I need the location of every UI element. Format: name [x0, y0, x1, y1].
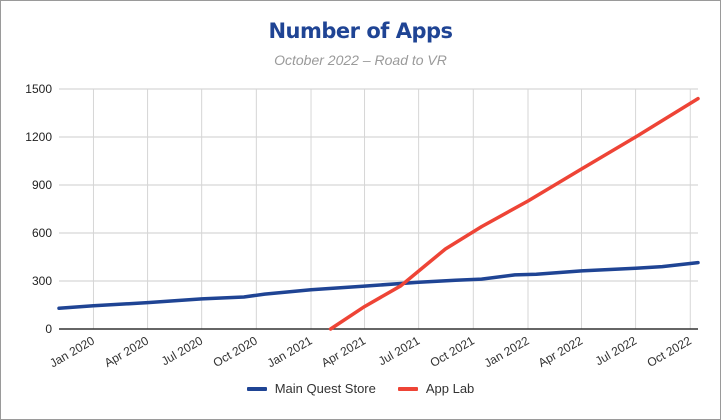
x-tick-label: Jul 2020	[159, 333, 206, 368]
legend-swatch	[246, 386, 267, 391]
chart-subtitle: October 2022 – Road to VR	[274, 52, 447, 68]
legend: Main Quest Store App Lab	[0, 381, 721, 396]
legend-item-app-lab: App Lab	[397, 381, 475, 396]
legend-label: App Lab	[425, 381, 475, 396]
y-tick-label: 600	[32, 226, 52, 240]
x-tick-label: Oct 2022	[645, 333, 694, 370]
x-tick-label: Jan 2022	[482, 333, 532, 370]
x-tick-label: Oct 2020	[211, 333, 260, 370]
chart-title: Number of Apps	[268, 19, 453, 43]
legend-item-main-quest-store: Main Quest Store	[246, 381, 376, 396]
x-tick-label: Jul 2021	[376, 333, 423, 368]
y-tick-label: 300	[32, 274, 52, 288]
y-tick-label: 1500	[25, 82, 52, 96]
x-tick-label: Jan 2020	[47, 333, 97, 370]
legend-label: Main Quest Store	[274, 381, 376, 396]
x-tick-label: Apr 2020	[102, 333, 151, 370]
x-tick-label: Apr 2021	[319, 333, 368, 370]
x-tick-label: Jul 2022	[593, 333, 640, 368]
x-tick-label: Oct 2021	[428, 333, 477, 370]
y-tick-label: 0	[45, 322, 52, 336]
y-tick-label: 1200	[25, 130, 52, 144]
legend-swatch	[397, 386, 418, 391]
series-line-app-lab	[328, 96, 700, 331]
x-tick-label: Jan 2021	[265, 333, 315, 370]
series-line-main-quest-store	[57, 260, 700, 310]
x-tick-label: Apr 2022	[536, 333, 585, 370]
y-tick-label: 900	[32, 178, 52, 192]
